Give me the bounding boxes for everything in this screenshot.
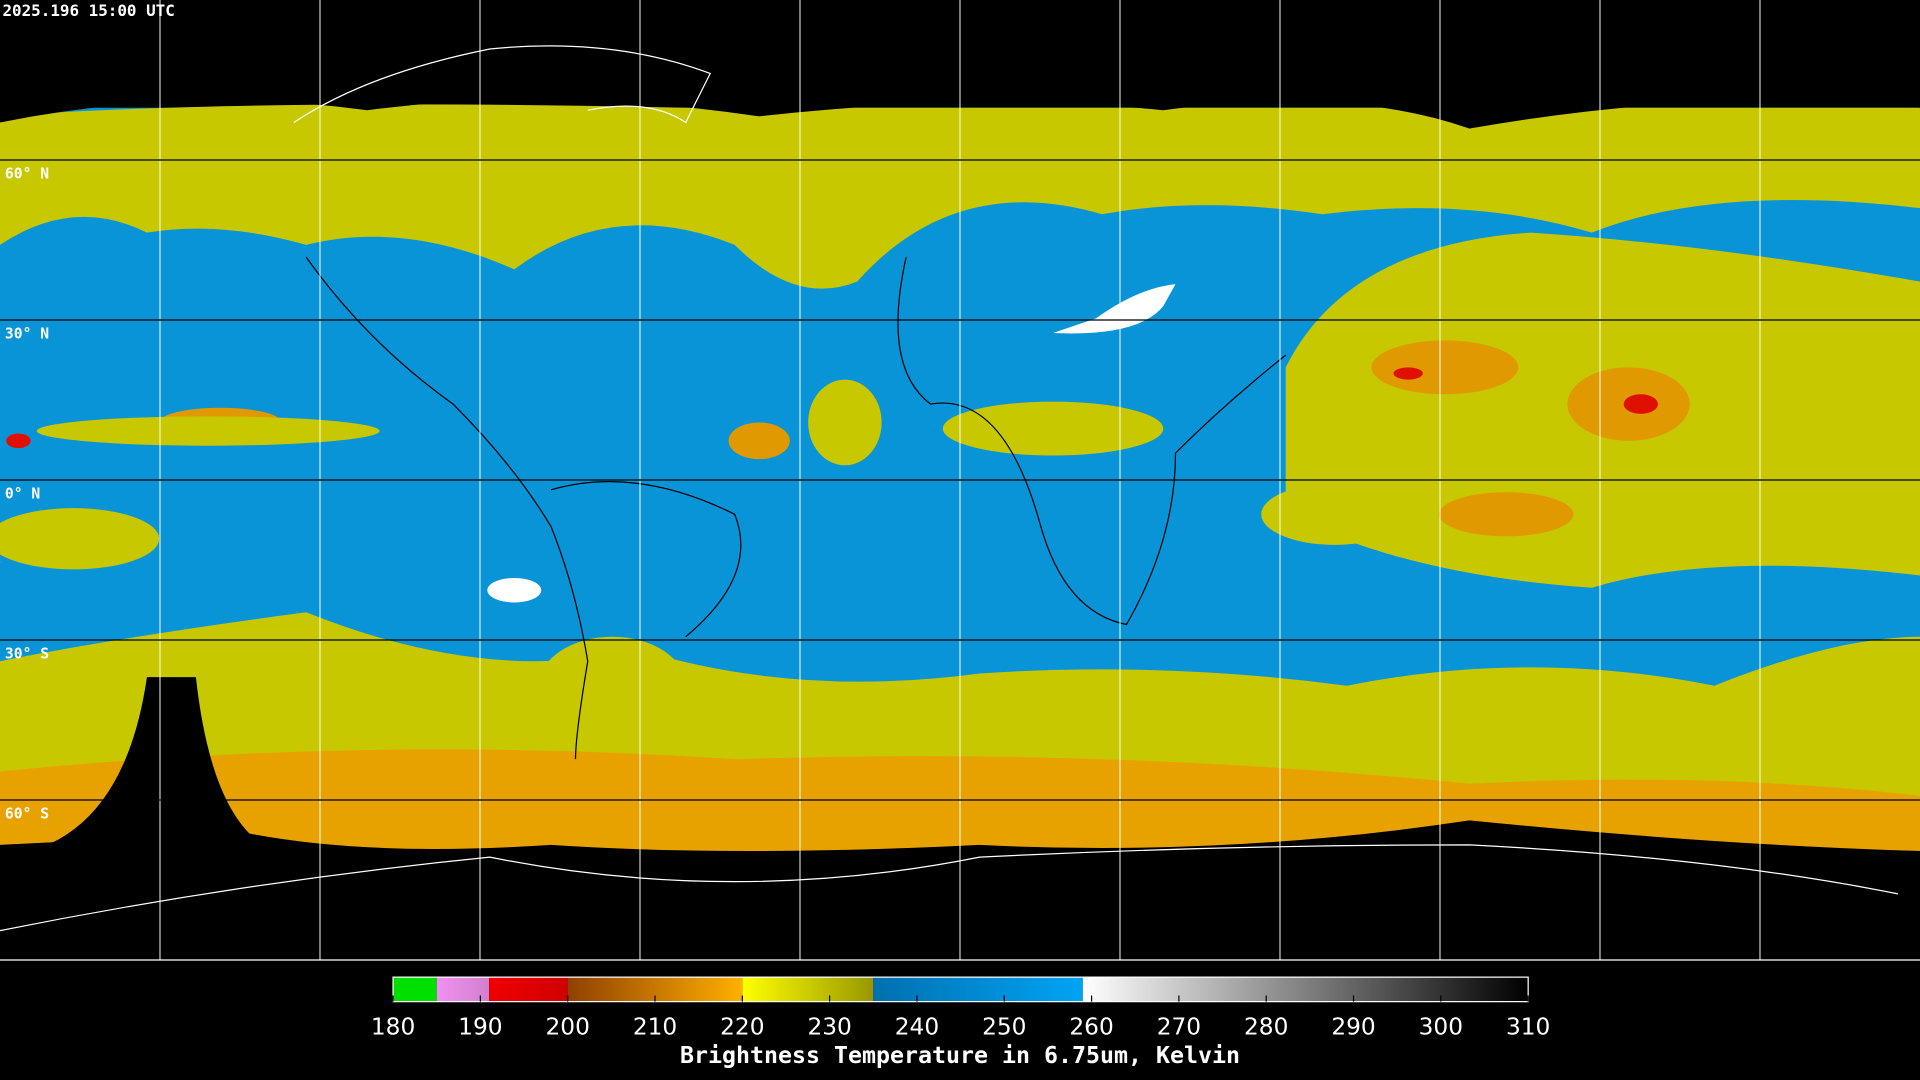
colorbar-tick-label: 200: [545, 1014, 589, 1041]
latitude-label: 60° S: [5, 805, 49, 822]
colorbar-title: Brightness Temperature in 6.75um, Kelvin: [680, 1042, 1240, 1069]
coastlines: [0, 45, 1899, 932]
colorbar-segment: [393, 977, 437, 1002]
coastline: [305, 256, 1287, 760]
warm-dry-patch: [1053, 284, 1176, 334]
timestamp: 2025.196 15:00 UTC: [2, 1, 174, 20]
colorbar-tick-label: 300: [1419, 1014, 1463, 1041]
colorbar: 180 190 200 210 220 230 240 250 260 270 280 290 300 3…: [371, 976, 1550, 1041]
colorbar-segment: [742, 977, 874, 1002]
coastline: [0, 844, 1899, 932]
colorbar-segment: [873, 977, 1083, 1002]
colorbar-tick-label: 230: [807, 1014, 851, 1041]
colorbar-tick-label: 270: [1157, 1014, 1201, 1041]
colorbar-segment: [489, 977, 568, 1002]
colorbar-segment: [1082, 977, 1529, 1002]
latitude-label: 0° N: [5, 485, 40, 502]
colorbar-tick-label: 260: [1069, 1014, 1113, 1041]
colorbar-frame: [392, 976, 1529, 1003]
coastline: [293, 45, 712, 124]
colorbar-tick-label: 290: [1331, 1014, 1375, 1041]
colorbar-tick-label: 220: [720, 1014, 764, 1041]
colorbar-tick-label: 250: [982, 1014, 1026, 1041]
colorbar-tick-label: 310: [1506, 1014, 1550, 1041]
colorbar-tick-label: 210: [633, 1014, 677, 1041]
latitude-label: 30° N: [5, 325, 49, 342]
colorbar-tick-label: 180: [371, 1014, 415, 1041]
tropical-clouds: [0, 379, 1409, 735]
colorbar-tick-label: 240: [895, 1014, 939, 1041]
latitude-label: 60° N: [5, 165, 49, 182]
graticule: 60° N 30° N 0° N 30° S 60° S: [0, 0, 1920, 961]
colorbar-tick-label: 280: [1244, 1014, 1288, 1041]
colorbar-tick-label: 190: [458, 1014, 502, 1041]
latitude-label: 30° S: [5, 645, 49, 662]
warm-dry-patch: [487, 577, 542, 603]
colorbar-segment: [436, 977, 490, 1002]
